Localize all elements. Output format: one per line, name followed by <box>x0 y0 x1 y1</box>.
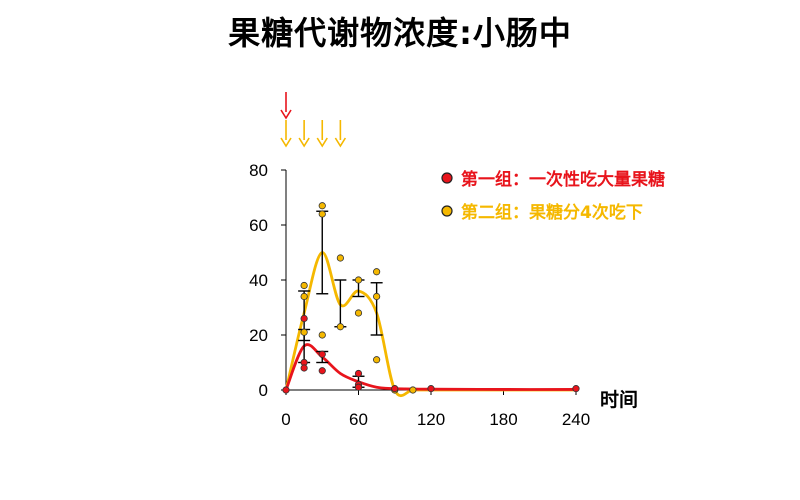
series-2-point <box>373 268 381 276</box>
series-1-point <box>572 385 580 393</box>
series-2-point <box>409 386 417 394</box>
series-1-point <box>391 385 399 393</box>
legend-marker <box>441 205 453 217</box>
series-1-point <box>282 386 290 394</box>
arrow-head <box>334 137 347 148</box>
series-2-point <box>300 281 308 290</box>
series-2-point <box>373 356 381 364</box>
series-2-point <box>336 323 344 331</box>
x-tick-label: 240 <box>562 410 590 429</box>
error-bar-series-2 <box>334 279 347 328</box>
chart-title: 果糖代谢物浓度:小肠中 <box>228 14 572 52</box>
arrow-head <box>316 137 328 148</box>
series-2-line <box>284 251 576 398</box>
dose-arrow-group2 <box>316 120 328 148</box>
series-1-point <box>354 383 363 391</box>
arrow-head <box>280 109 292 120</box>
y-tick-label: 20 <box>249 326 268 345</box>
dose-arrow-group2 <box>334 120 347 148</box>
dose-arrow-group2 <box>298 120 310 148</box>
series-2-point <box>300 328 308 336</box>
series-2-point <box>336 254 344 262</box>
x-axis-label: 时间 <box>600 389 638 411</box>
dose-arrow-group2 <box>280 120 292 148</box>
dose-arrow-group1 <box>280 92 292 120</box>
arrow-head <box>298 137 310 148</box>
legend-entry-1: 第一组：一次性吃大量果糖 <box>441 169 665 190</box>
series-1-point <box>427 385 435 393</box>
series-curves <box>284 251 577 398</box>
error-bar-series-2 <box>370 282 383 336</box>
series-1-point <box>318 350 326 358</box>
series-2-point <box>318 210 326 218</box>
y-tick-label: 40 <box>249 271 268 290</box>
series-2-point <box>354 276 363 284</box>
error-bar-series-2 <box>316 210 329 295</box>
series-1-point <box>318 367 326 375</box>
series-2-point <box>318 331 326 339</box>
legend-marker <box>441 172 453 184</box>
series-2-point <box>354 309 363 317</box>
series-1-point <box>300 314 308 323</box>
x-tick-label: 60 <box>349 410 368 429</box>
series-2-point <box>300 292 308 301</box>
y-tick-label: 0 <box>259 381 268 400</box>
x-tick-label: 0 <box>281 410 290 429</box>
arrow-head <box>280 137 292 148</box>
x-tick-label: 180 <box>489 410 517 429</box>
series-1-line <box>284 343 577 391</box>
series-1-point <box>354 369 363 378</box>
dose-arrows <box>280 92 347 148</box>
series-2-point <box>373 292 381 301</box>
legend-entry-2: 第二组：果糖分4次吃下 <box>441 202 643 223</box>
legend-label: 第一组：一次性吃大量果糖 <box>461 169 665 190</box>
legend-label: 第二组：果糖分4次吃下 <box>461 202 643 223</box>
x-tick-label: 120 <box>417 410 445 429</box>
data-points <box>282 202 580 394</box>
series-2-point <box>318 202 326 210</box>
series-1-point <box>300 364 308 372</box>
y-tick-label: 60 <box>249 216 268 235</box>
y-tick-label: 80 <box>249 161 268 180</box>
